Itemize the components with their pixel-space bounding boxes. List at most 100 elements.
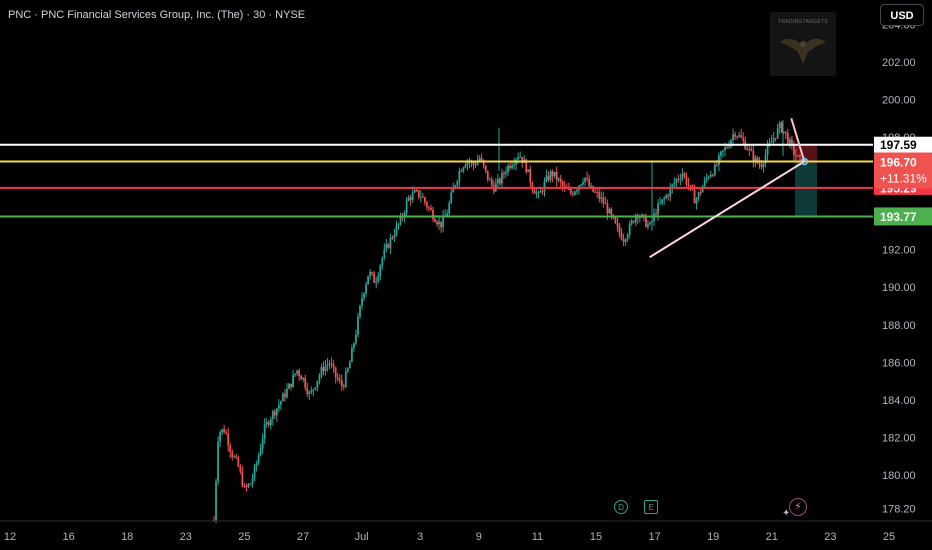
candle-body (312, 389, 315, 391)
candle-body (600, 197, 603, 199)
candle-body (407, 197, 410, 201)
candle-body (434, 219, 436, 222)
candle-body (395, 225, 398, 235)
candle-body (322, 367, 325, 372)
candle-body (616, 223, 619, 227)
candle-body (217, 441, 219, 482)
candle-body (239, 466, 242, 472)
y-tick-label: 178.20 (882, 504, 916, 516)
candle-body (308, 392, 311, 395)
candle-body (375, 281, 378, 283)
candle-body (596, 192, 599, 194)
symbol-title[interactable]: PNC · PNC Financial Services Group, Inc.… (8, 9, 306, 21)
candle-body (452, 187, 455, 193)
candle-body (687, 183, 690, 186)
candle-body (310, 390, 313, 393)
candle-body (541, 191, 544, 193)
candle-body (561, 181, 564, 187)
candle-body (703, 179, 706, 187)
candle-body (614, 217, 617, 224)
watermark-text: TRADINGTARGETS (778, 19, 828, 25)
candle-body (549, 171, 552, 181)
candle-body (320, 367, 323, 376)
candle-body (273, 411, 276, 416)
candle-body (786, 133, 789, 144)
horizontal-levels[interactable] (0, 143, 873, 218)
candle-body (505, 171, 507, 174)
trendline[interactable] (649, 160, 805, 259)
candle-body (774, 137, 777, 139)
candle-body (754, 157, 757, 162)
candle-body (486, 170, 489, 180)
candle-body (403, 212, 406, 218)
dividend-marker[interactable]: D (614, 500, 628, 514)
candle-body (647, 224, 649, 227)
candle-body (634, 215, 637, 223)
candle-body (525, 159, 528, 173)
candle-body (300, 375, 303, 380)
candle-body (245, 486, 248, 488)
candle-body (618, 226, 621, 233)
candle-body (361, 298, 363, 306)
candle-body (298, 370, 301, 376)
candle-body (762, 163, 765, 168)
trendline-handle[interactable] (800, 157, 809, 166)
candle-body (284, 393, 286, 398)
level-label-green: 193.77 (880, 210, 917, 224)
candle-body (638, 217, 641, 219)
candle-body (478, 157, 481, 161)
candle-body (770, 141, 773, 143)
x-tick-label: 9 (476, 531, 482, 543)
candle-body (340, 380, 343, 387)
x-tick-label: 19 (707, 531, 719, 543)
level-label-white-bg (874, 136, 932, 153)
candle-body (555, 171, 558, 181)
candle-body (655, 213, 657, 215)
price-axis[interactable]: 178.20 180.00 182.00 184.00 186.00 188.00 190.… (874, 19, 932, 516)
candle-body (697, 192, 700, 199)
candle-body (507, 165, 509, 172)
candle-body (450, 192, 453, 203)
trendline[interactable] (790, 117, 806, 162)
flash-icon[interactable]: ⚡ (789, 498, 807, 516)
candle-body (685, 175, 688, 184)
candle-body (271, 411, 274, 420)
candle-body (752, 150, 755, 162)
candle-body (553, 171, 556, 177)
reward-zone[interactable] (795, 161, 817, 217)
candle-body (567, 189, 570, 191)
candle-body (474, 164, 477, 166)
candle-body (557, 178, 560, 181)
candle-body (294, 373, 297, 376)
candle-body (432, 209, 434, 220)
currency-button[interactable]: USD (880, 4, 924, 26)
time-axis[interactable]: 12 16 18 23 25 27 Jul 3 9 11 15 17 19 21 23 25 (0, 520, 932, 543)
candle-body (728, 146, 730, 148)
candle-body (255, 463, 258, 467)
candle-body (344, 371, 347, 387)
candle-body (219, 432, 221, 442)
candle-body (470, 162, 473, 164)
candle-body (784, 131, 787, 134)
x-tick-label: 27 (297, 531, 309, 543)
candle-body (529, 169, 532, 183)
x-tick-label: 11 (532, 531, 543, 543)
trendlines[interactable] (649, 117, 809, 259)
candle-body (501, 173, 503, 184)
candle-body (330, 363, 333, 365)
candle-body (790, 139, 793, 145)
x-tick-label: 17 (648, 531, 660, 543)
candle-body (389, 237, 392, 248)
candle-body (584, 177, 586, 183)
candle-body (511, 165, 513, 169)
x-tick-label: 21 (766, 531, 778, 543)
earnings-marker[interactable]: E (644, 500, 658, 514)
candle-body (229, 445, 232, 452)
candle-body (277, 404, 280, 409)
candle-body (393, 234, 396, 238)
candle-body (604, 202, 607, 204)
candle-body (503, 173, 505, 175)
candle-body (421, 196, 424, 198)
candle-body (677, 179, 680, 181)
